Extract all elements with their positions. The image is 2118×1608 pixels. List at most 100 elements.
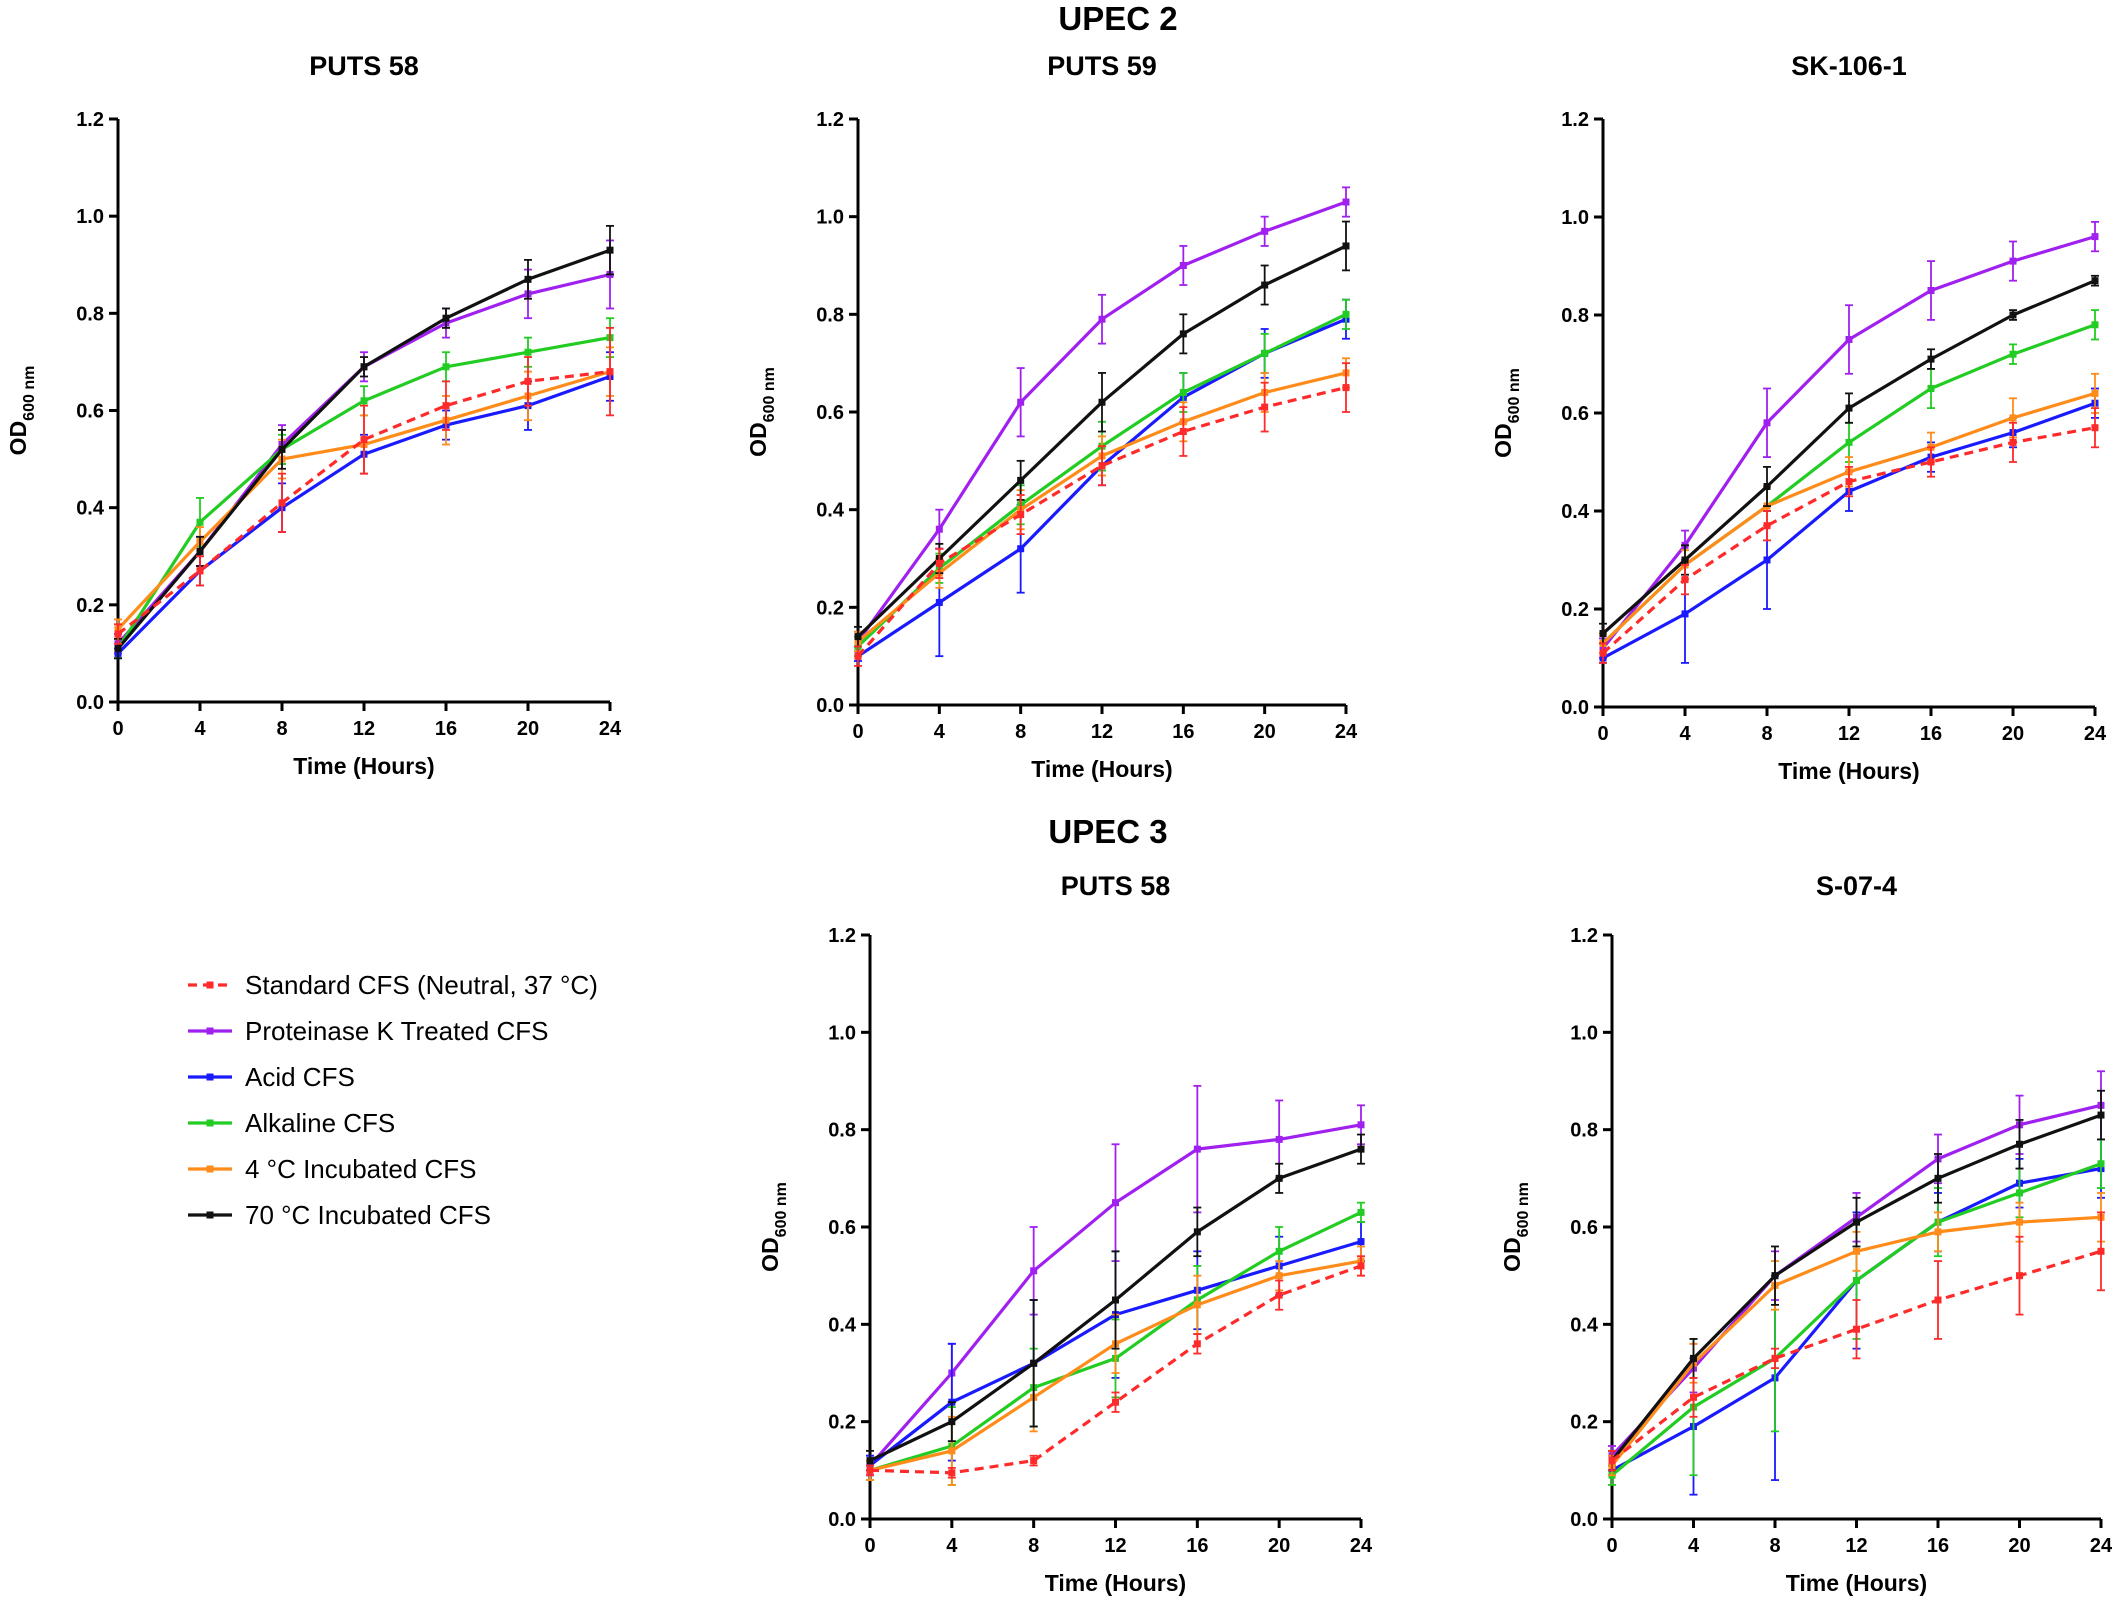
data-point [1342,384,1350,392]
y-tick-label: 0.0 [76,692,104,714]
data-point [935,598,943,606]
x-tick-label: 0 [1606,1535,1617,1557]
chart-panel-4: PUTS 58 0.0 0.2 0.4 0.6 0.8 1.0 1.2 0 4 8 12 16 20 24 T… [757,871,1373,1596]
y-axis-label-subscript: 600 nm [761,367,778,422]
data-point [1098,398,1106,406]
data-point [278,445,286,453]
data-point [2009,438,2017,446]
legend: Standard CFS (Neutral, 37 °C) Proteinase … [188,970,598,1230]
data-point [524,377,532,385]
data-point [2009,311,2017,319]
y-axis-label-subscript: 600 nm [773,1182,790,1237]
data-point [935,559,943,567]
data-point [1017,511,1025,519]
x-tick-label: 4 [946,1535,958,1557]
y-axis-label: OD600 nm [1490,368,1523,458]
x-tick-label: 16 [1920,723,1942,745]
x-tick-label: 20 [2008,1535,2030,1557]
y-tick-label: 0.6 [1561,403,1589,425]
y-tick-label: 1.2 [816,109,844,131]
x-tick-label: 0 [864,1535,875,1557]
data-point [1934,1296,1942,1304]
x-tick-label: 12 [1838,723,1860,745]
legend-item-alkaline: Alkaline CFS [188,1108,395,1138]
y-axis-label-subscript: 600 nm [1506,368,1523,423]
data-point [1845,336,1853,343]
data-point [1927,355,1935,363]
data-point [1608,1457,1616,1465]
legend-item-acid: Acid CFS [188,1062,355,1092]
data-point [442,314,450,322]
y-axis-label: OD600 nm [745,367,778,457]
data-point [1845,438,1853,446]
chart-panel-3: SK-106-1 0.0 0.2 0.4 0.6 0.8 1.0 1.2 0 4 8 12 16 20 24… [1490,51,2107,784]
data-point [1275,1272,1283,1280]
data-point [196,547,204,555]
data-point [360,436,368,444]
data-point [1342,242,1350,250]
data-point [1599,649,1607,657]
x-tick-label: 4 [934,721,946,743]
data-point [1261,281,1269,289]
data-point [854,633,862,641]
data-point [1599,630,1607,637]
data-point [854,652,862,660]
y-tick-label: 0.2 [816,597,844,619]
x-tick-label: 24 [1335,721,1358,743]
x-tick-label: 0 [852,721,863,743]
x-tick-label: 24 [1350,1535,1373,1557]
legend-label: 4 °C Incubated CFS [245,1154,477,1184]
x-tick-label: 16 [1186,1535,1208,1557]
data-point [1357,1121,1365,1129]
chart-panel-2: PUTS 59 0.0 0.2 0.4 0.6 0.8 1.0 1.2 0 4 8 12 16 20 24 T… [745,51,1358,782]
series-line [857,317,1347,658]
series-line [116,336,611,650]
chart-title: PUTS 58 [1061,871,1171,901]
y-tick-label: 1.2 [828,925,856,947]
y-tick-label: 0.4 [1561,501,1590,523]
data-point [948,1447,956,1455]
x-tick-label: 0 [112,718,123,740]
data-point [1845,478,1853,486]
group-title-upec-2: UPEC 2 [1058,0,1177,37]
data-point [524,348,532,356]
series-incubated-70c [1599,274,2099,645]
data-point [1179,330,1187,338]
data-point [1763,419,1771,427]
data-point [1681,610,1689,618]
data-point [196,518,204,526]
data-point [935,525,943,533]
x-tick-label: 20 [1254,721,1276,743]
y-tick-label: 0.8 [1570,1120,1598,1142]
legend-item-incubated-70c: 70 °C Incubated CFS [188,1200,491,1230]
x-tick-label: 4 [1679,723,1691,745]
y-tick-label: 0.8 [76,303,104,325]
y-axis-label: OD600 nm [757,1182,790,1272]
data-point [2016,1218,2023,1226]
y-tick-label: 0.4 [828,1314,857,1336]
data-point [1193,1340,1201,1348]
data-point [1179,262,1187,269]
x-tick-label: 16 [435,718,457,740]
x-tick-label: 8 [1761,723,1772,745]
data-point [1690,1354,1697,1362]
y-tick-label: 1.2 [1561,109,1589,131]
data-point [196,567,204,575]
x-tick-label: 20 [2002,723,2024,745]
series-incubated-70c [866,1133,1365,1472]
data-point [1927,458,1935,466]
legend-label: Alkaline CFS [245,1108,395,1138]
y-tick-label: 0.0 [1561,697,1589,719]
data-point [1017,398,1025,406]
legend-label: Standard CFS (Neutral, 37 °C) [245,970,598,1000]
data-point [948,1418,956,1426]
data-point [1853,1218,1860,1226]
data-point [2009,257,2017,265]
y-tick-label: 0.6 [76,401,104,423]
data-point [1690,1393,1697,1401]
data-point [1193,1145,1201,1153]
y-tick-label: 1.0 [816,207,844,229]
series-standard [1608,1211,2105,1472]
data-point [2091,233,2099,241]
